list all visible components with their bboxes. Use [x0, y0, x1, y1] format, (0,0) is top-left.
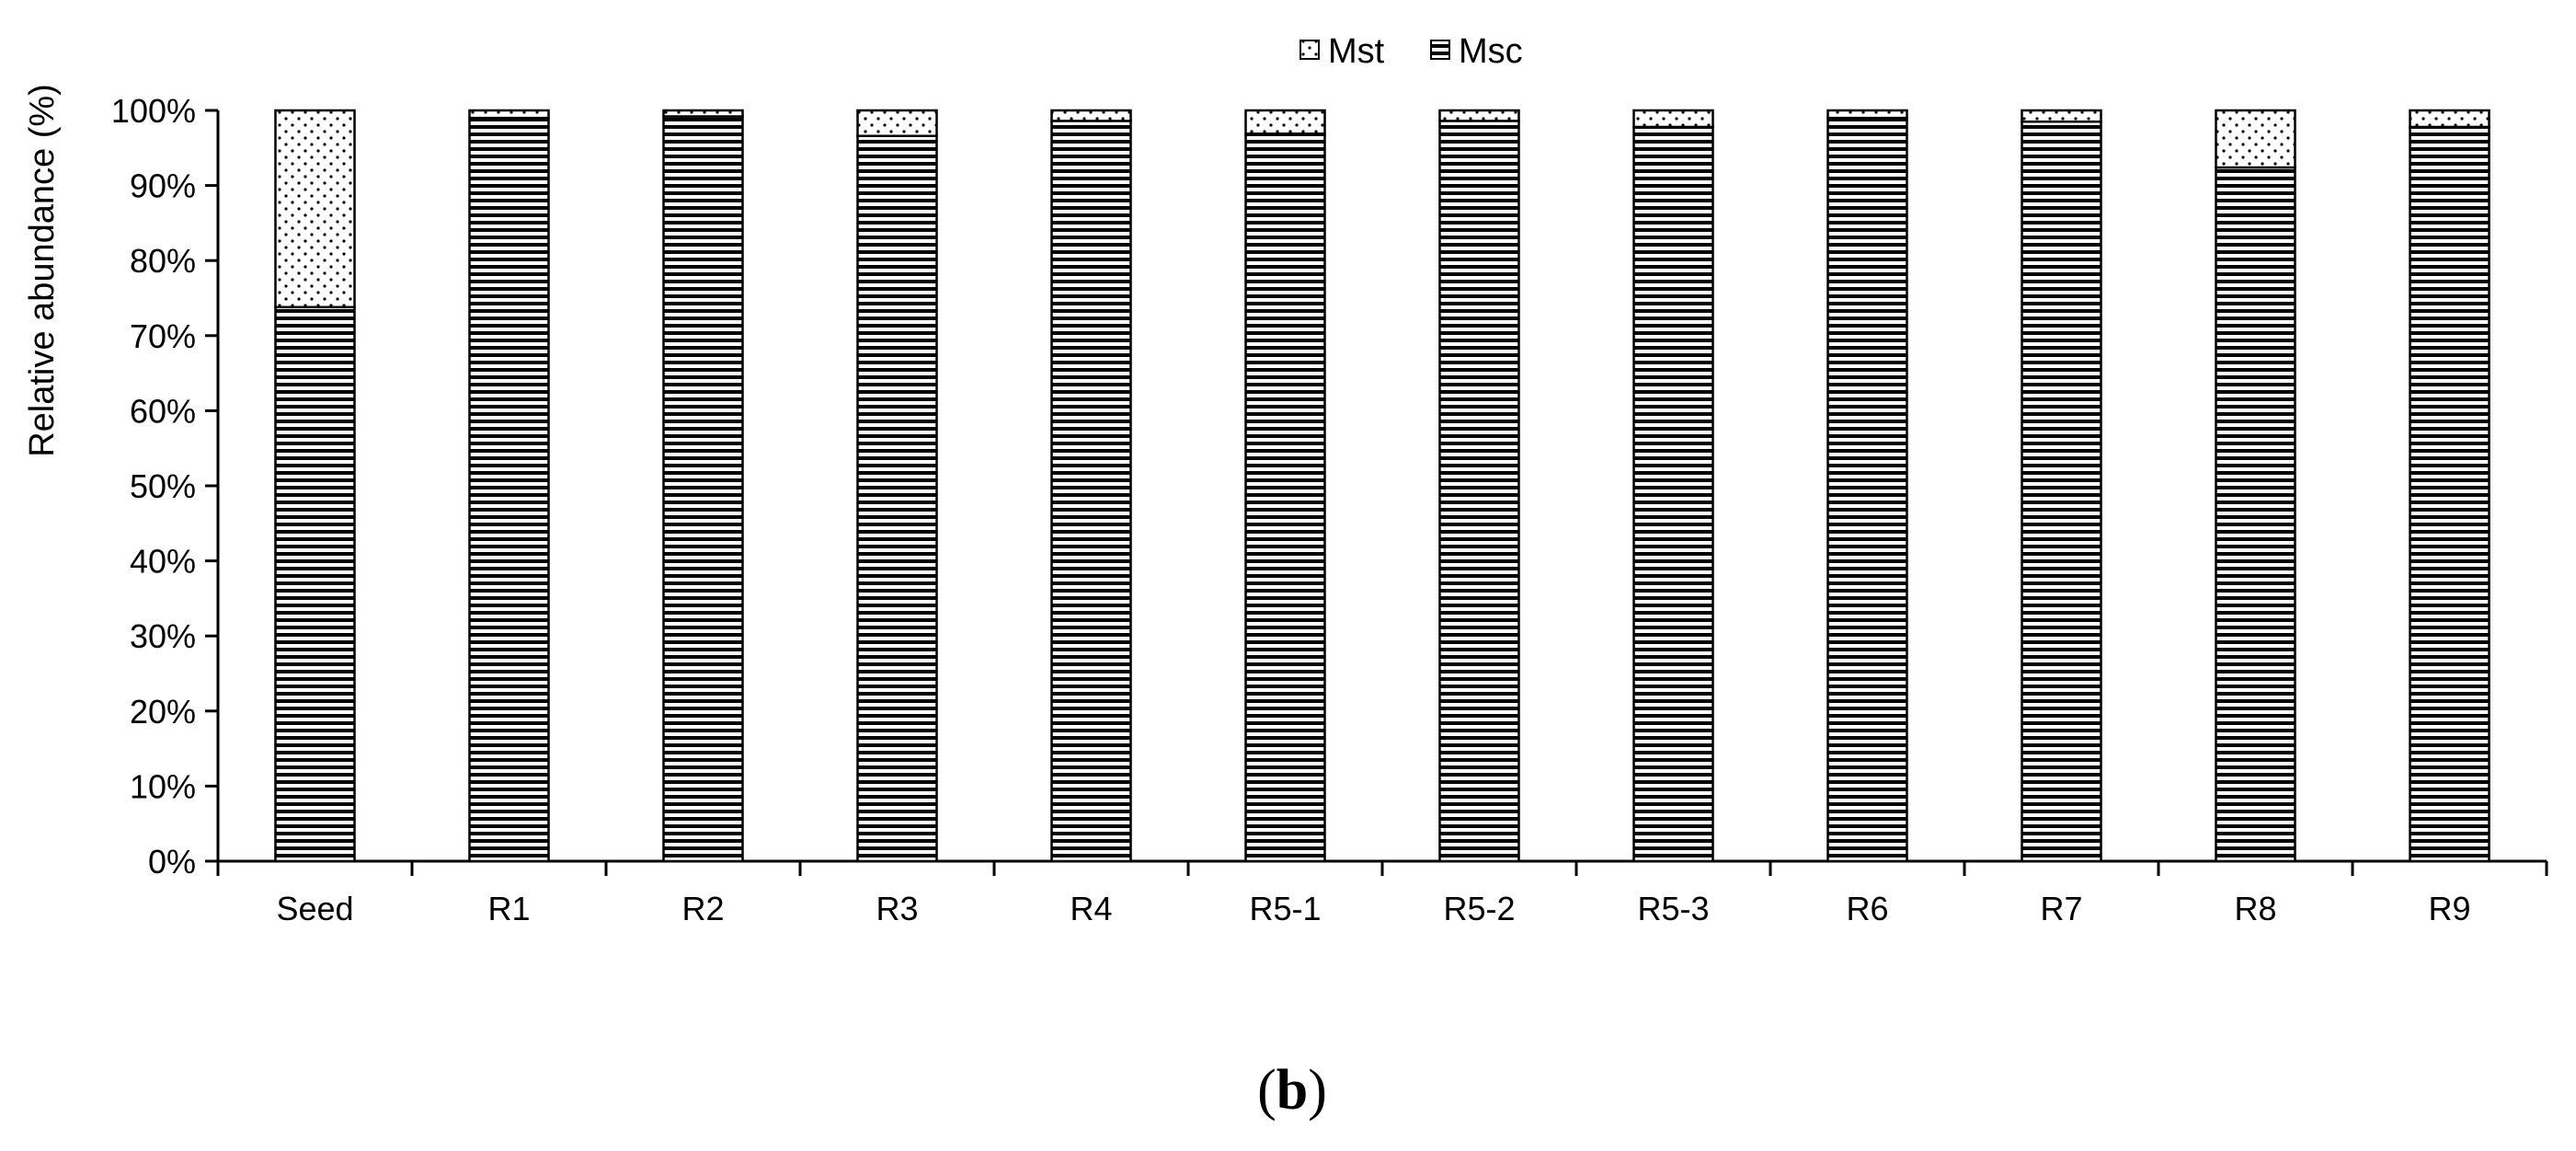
bar-mst-r2: [662, 109, 744, 118]
y-tick-label: 0%: [148, 843, 196, 881]
x-tick-label: R8: [2234, 890, 2276, 927]
panel-label: (b): [1257, 1059, 1327, 1122]
bar-msc-r3: [856, 134, 938, 863]
x-tick-label: R1: [487, 890, 530, 927]
panel-label-close: ): [1308, 1059, 1327, 1122]
y-tick-label: 10%: [130, 767, 196, 805]
x-tick-label: R5-3: [1637, 890, 1709, 927]
panel-label-open: (: [1257, 1059, 1277, 1122]
x-tick-label: R3: [876, 890, 918, 927]
bar-msc-seed: [274, 305, 356, 863]
x-tick-label: R2: [681, 890, 724, 927]
bar-mst-r8: [2215, 109, 2296, 169]
y-tick-label: 100%: [111, 92, 196, 130]
x-axis: Seed R1 R2 R3 R4 R5-1 R5-2 R5-3 R6 R7 R8 R9: [216, 859, 2548, 927]
bar-mst-r5-2: [1438, 109, 1520, 122]
legend: Mst Msc: [1299, 32, 1523, 71]
y-tick-label: 40%: [130, 543, 196, 581]
bar-msc-r5-2: [1438, 120, 1520, 863]
bar-mst-r6: [1826, 109, 1908, 120]
x-tick-label: R9: [2428, 890, 2470, 927]
bar-mst-seed: [274, 109, 356, 309]
bar-msc-r5-1: [1244, 132, 1326, 863]
y-tick-label: 90%: [130, 167, 196, 205]
legend-swatch-mst: [1299, 40, 1320, 60]
bar-mst-r5-1: [1244, 109, 1326, 135]
legend-label-msc: Msc: [1459, 32, 1523, 71]
x-tick-label: R5-2: [1443, 890, 1515, 927]
y-tick-label: 50%: [130, 467, 196, 505]
bar-mst-r5-3: [1632, 109, 1714, 129]
x-tick-label: Seed: [276, 890, 353, 927]
bar-mst-r4: [1050, 109, 1132, 122]
bar-mst-r3: [856, 109, 938, 137]
x-tick-label: R5-1: [1249, 890, 1321, 927]
bars: [274, 109, 2490, 863]
bar-mst-r1: [468, 109, 550, 120]
bar-msc-r7: [2021, 120, 2102, 863]
y-tick-label: 30%: [130, 617, 196, 655]
y-tick-label: 20%: [130, 693, 196, 731]
bar-msc-r8: [2215, 166, 2296, 863]
panel-label-letter: b: [1277, 1059, 1308, 1122]
x-tick-label: R7: [2040, 890, 2082, 927]
bar-msc-r9: [2409, 125, 2490, 863]
y-tick-label: 70%: [130, 317, 196, 355]
y-axis-title: Relative abundance (%): [23, 84, 62, 457]
bar-mst-r9: [2409, 109, 2490, 129]
legend-label-mst: Mst: [1328, 32, 1385, 71]
bar-msc-r1: [468, 116, 550, 863]
y-tick-label: 60%: [130, 392, 196, 430]
x-tick-label: R6: [1846, 890, 1888, 927]
x-tick-label: R4: [1070, 890, 1112, 927]
bar-msc-r2: [662, 115, 744, 863]
legend-swatch-msc: [1430, 40, 1450, 60]
bar-msc-r5-3: [1632, 125, 1714, 863]
y-tick-label: 80%: [130, 242, 196, 280]
bar-msc-r6: [1826, 116, 1908, 863]
bar-msc-r4: [1050, 120, 1132, 863]
bar-mst-r7: [2021, 109, 2102, 123]
y-axis: 0% 10% 20% 30% 40% 50% 60% 70% 80% 90% 100%: [111, 92, 220, 881]
